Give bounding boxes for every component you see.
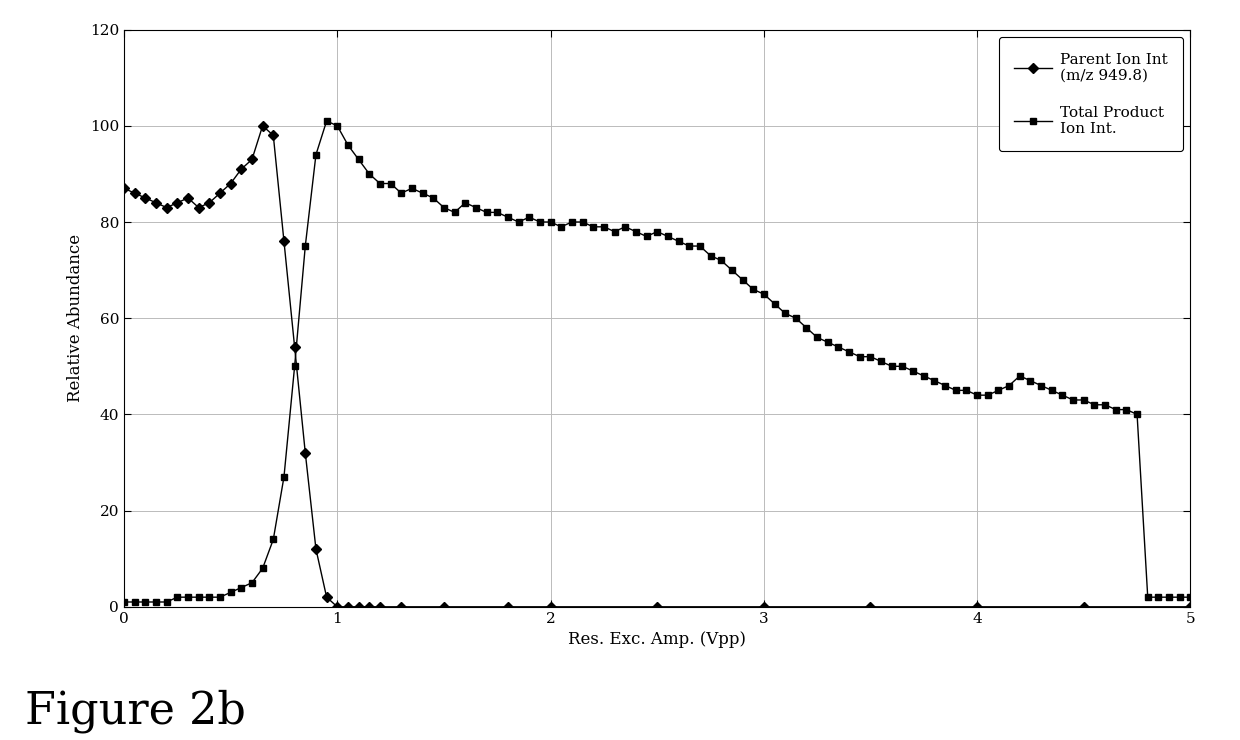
Parent Ion Int
(m/z 949.8) bbox=[288, 343, 303, 352]
Parent Ion Int
(m/z 949.8) bbox=[372, 602, 387, 611]
Parent Ion Int
(m/z 949.8) bbox=[234, 164, 249, 173]
Parent Ion Int
(m/z 949.8) bbox=[149, 198, 164, 207]
Parent Ion Int
(m/z 949.8) bbox=[181, 194, 196, 203]
Parent Ion Int
(m/z 949.8) bbox=[436, 602, 451, 611]
Parent Ion Int
(m/z 949.8) bbox=[1076, 602, 1091, 611]
Parent Ion Int
(m/z 949.8) bbox=[330, 602, 345, 611]
Total Product
Ion Int. bbox=[117, 598, 131, 607]
Parent Ion Int
(m/z 949.8) bbox=[117, 184, 131, 192]
Parent Ion Int
(m/z 949.8) bbox=[351, 602, 366, 611]
Parent Ion Int
(m/z 949.8) bbox=[756, 602, 771, 611]
Parent Ion Int
(m/z 949.8) bbox=[170, 198, 185, 207]
Total Product
Ion Int. bbox=[768, 299, 782, 308]
Parent Ion Int
(m/z 949.8) bbox=[543, 602, 558, 611]
Parent Ion Int
(m/z 949.8) bbox=[191, 203, 206, 212]
Total Product
Ion Int. bbox=[191, 593, 206, 602]
Parent Ion Int
(m/z 949.8) bbox=[223, 179, 238, 188]
Y-axis label: Relative Abundance: Relative Abundance bbox=[67, 234, 84, 403]
X-axis label: Res. Exc. Amp. (Vpp): Res. Exc. Amp. (Vpp) bbox=[568, 631, 746, 648]
Total Product
Ion Int. bbox=[618, 222, 632, 231]
Total Product
Ion Int. bbox=[1183, 593, 1198, 602]
Parent Ion Int
(m/z 949.8) bbox=[202, 198, 217, 207]
Parent Ion Int
(m/z 949.8) bbox=[362, 602, 377, 611]
Total Product
Ion Int. bbox=[394, 189, 409, 198]
Total Product
Ion Int. bbox=[874, 357, 889, 366]
Parent Ion Int
(m/z 949.8) bbox=[309, 545, 324, 554]
Parent Ion Int
(m/z 949.8) bbox=[341, 602, 356, 611]
Parent Ion Int
(m/z 949.8) bbox=[128, 189, 143, 198]
Total Product
Ion Int. bbox=[319, 116, 334, 125]
Parent Ion Int
(m/z 949.8) bbox=[1183, 602, 1198, 611]
Line: Total Product
Ion Int.: Total Product Ion Int. bbox=[120, 118, 1194, 605]
Total Product
Ion Int. bbox=[928, 376, 942, 385]
Parent Ion Int
(m/z 949.8) bbox=[255, 121, 270, 130]
Parent Ion Int
(m/z 949.8) bbox=[970, 602, 985, 611]
Parent Ion Int
(m/z 949.8) bbox=[277, 237, 291, 246]
Parent Ion Int
(m/z 949.8) bbox=[863, 602, 878, 611]
Parent Ion Int
(m/z 949.8) bbox=[394, 602, 409, 611]
Parent Ion Int
(m/z 949.8) bbox=[265, 131, 280, 140]
Parent Ion Int
(m/z 949.8) bbox=[319, 593, 334, 602]
Parent Ion Int
(m/z 949.8) bbox=[138, 194, 153, 203]
Parent Ion Int
(m/z 949.8) bbox=[159, 203, 174, 212]
Text: Figure 2b: Figure 2b bbox=[25, 689, 246, 733]
Parent Ion Int
(m/z 949.8) bbox=[244, 155, 259, 164]
Legend: Parent Ion Int
(m/z 949.8), Total Product
Ion Int.: Parent Ion Int (m/z 949.8), Total Produc… bbox=[998, 37, 1183, 151]
Parent Ion Int
(m/z 949.8) bbox=[298, 448, 312, 457]
Parent Ion Int
(m/z 949.8) bbox=[650, 602, 665, 611]
Line: Parent Ion Int
(m/z 949.8): Parent Ion Int (m/z 949.8) bbox=[120, 122, 1194, 610]
Parent Ion Int
(m/z 949.8) bbox=[212, 189, 227, 198]
Parent Ion Int
(m/z 949.8) bbox=[501, 602, 516, 611]
